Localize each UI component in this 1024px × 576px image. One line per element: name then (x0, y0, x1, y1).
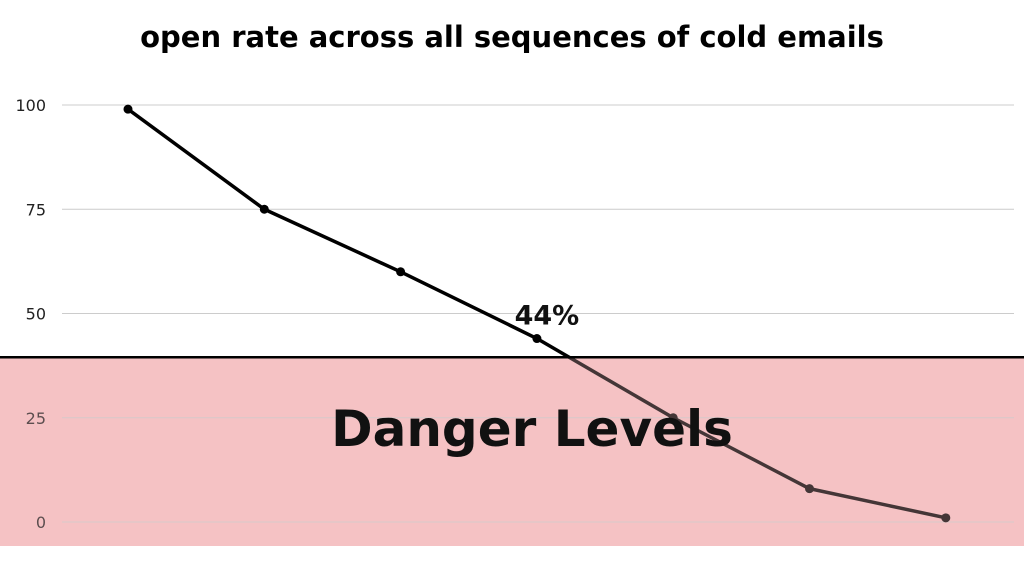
data-point (805, 484, 814, 494)
y-tick-label: 0 (36, 513, 46, 532)
data-point (941, 513, 951, 523)
y-axis-ticks: 0 25 50 75 100 (15, 96, 46, 532)
data-label-annotation: 44% (515, 301, 580, 332)
chart-title: open rate across all sequences of cold e… (140, 20, 884, 54)
y-tick-label: 100 (15, 96, 46, 115)
data-point (123, 104, 133, 114)
danger-zone (0, 357, 1024, 546)
data-point (532, 334, 542, 344)
y-tick-label: 25 (26, 409, 46, 428)
data-points (123, 104, 951, 523)
danger-zone-overlay (0, 357, 1024, 546)
danger-zone-label: Danger Levels (331, 400, 733, 458)
data-point (259, 204, 269, 214)
data-point (396, 267, 406, 277)
y-tick-label: 50 (26, 305, 46, 324)
gridlines (62, 104, 1014, 523)
data-point (668, 413, 678, 423)
y-tick-label: 75 (26, 200, 46, 219)
